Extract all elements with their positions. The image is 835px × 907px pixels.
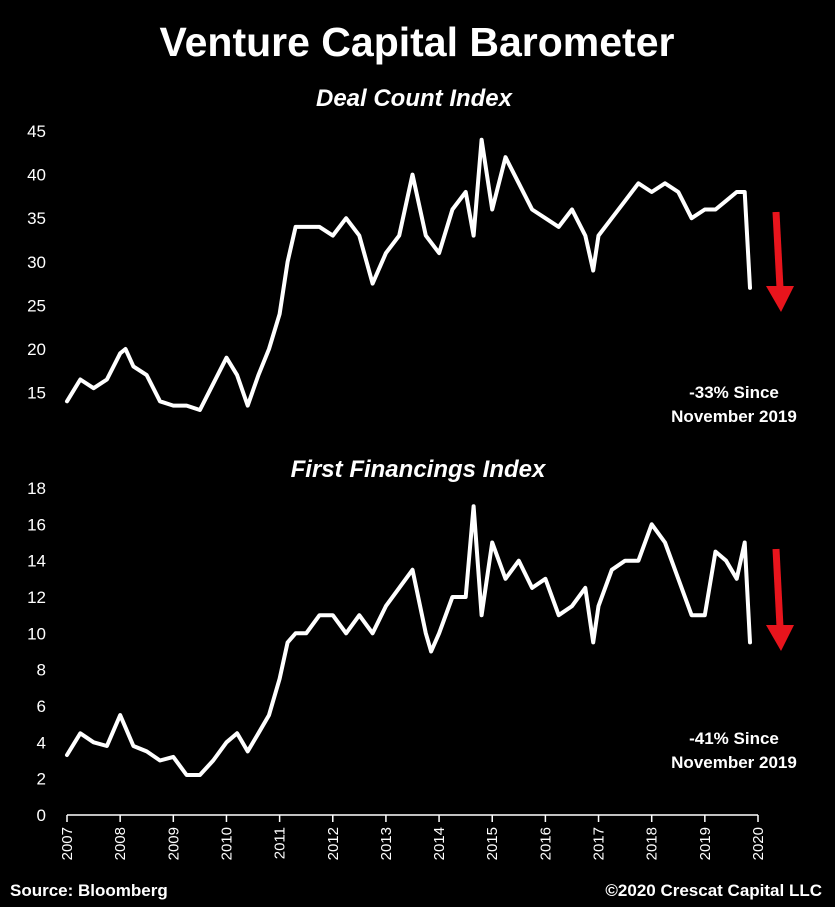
panel1-title: Deal Count Index — [316, 85, 514, 112]
deal-count-down-arrow-shaft — [772, 211, 784, 289]
deal-count-ytick-label: 15 — [27, 384, 46, 403]
deal-count-ytick-label: 30 — [27, 253, 46, 272]
x-tick-label: 2016 — [537, 827, 554, 860]
first-financings-ytick-label: 16 — [27, 515, 46, 534]
first-financings-ytick-label: 6 — [37, 697, 46, 716]
deal-count-down-arrow-head — [766, 286, 794, 312]
first-financings-ytick-label: 8 — [37, 661, 46, 680]
deal-count-ytick-label: 45 — [27, 122, 46, 141]
panel2-annotation-line2: November 2019 — [671, 753, 797, 772]
panel1-annotation-line2: November 2019 — [671, 407, 797, 426]
x-tick-label: 2008 — [112, 827, 129, 860]
deal-count-ytick-label: 25 — [27, 296, 46, 315]
first-financings-ytick-label: 4 — [37, 733, 46, 752]
first-financings-ytick-label: 12 — [27, 588, 46, 607]
x-tick-label: 2020 — [750, 827, 767, 860]
first-financings-down-arrow-head — [766, 625, 794, 651]
first-financings-ytick-label: 18 — [27, 479, 46, 498]
x-tick-label: 2013 — [378, 827, 395, 860]
first-financings-down-arrow-shaft — [772, 548, 784, 628]
deal-count-ytick-label: 35 — [27, 209, 46, 228]
first-financings-ytick-label: 0 — [37, 806, 46, 825]
x-tick-label: 2010 — [218, 827, 235, 860]
main-title: Venture Capital Barometer — [160, 19, 675, 65]
first-financings-ytick-label: 10 — [27, 624, 46, 643]
panel2-annotation-line1: -41% Since — [689, 729, 779, 748]
panel1-annotation-line1: -33% Since — [689, 383, 779, 402]
x-tick-label: 2014 — [431, 827, 448, 860]
first-financings-series-line — [65, 504, 752, 777]
x-tick-label: 2011 — [272, 827, 289, 859]
x-tick-label: 2018 — [644, 827, 661, 860]
x-tick-label: 2017 — [591, 827, 608, 860]
source-label: Source: Bloomberg — [10, 881, 168, 900]
x-tick-label: 2012 — [325, 827, 342, 860]
deal-count-series-line — [65, 137, 752, 412]
x-tick-label: 2019 — [697, 827, 714, 860]
first-financings-ytick-label: 2 — [37, 770, 46, 789]
x-tick-label: 2015 — [484, 827, 501, 860]
x-tick-label: 2009 — [165, 827, 182, 860]
x-tick-label: 2007 — [59, 827, 76, 860]
panel2-title: First Financings Index — [291, 456, 547, 483]
first-financings-ytick-label: 14 — [27, 552, 46, 571]
deal-count-ytick-label: 20 — [27, 340, 46, 359]
plots-layer: 15 20 25 30 35 40 45 0 2 4 6 8 10 12 14 16 18 2007 2008 200… — [27, 122, 794, 860]
copyright-label: ©2020 Crescat Capital LLC — [605, 881, 822, 900]
deal-count-ytick-label: 40 — [27, 166, 46, 185]
